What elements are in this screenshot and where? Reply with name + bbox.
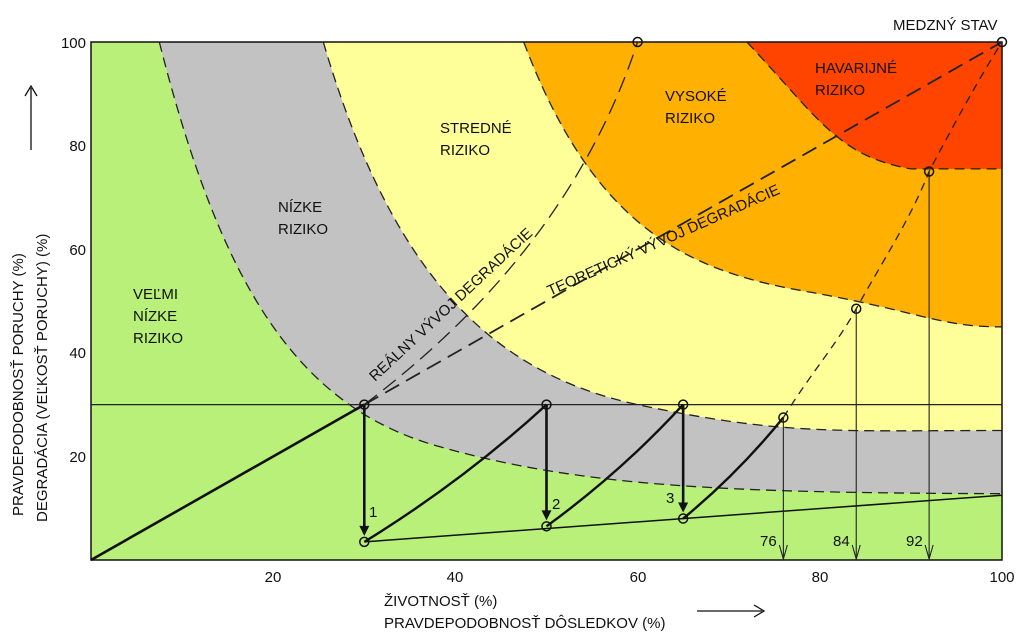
x-axis-title-2: PRAVDEPODOBNOSŤ DÔSLEDKOV (%) [384,615,665,632]
plot-frame [90,41,1003,561]
x-tick-100: 100 [989,569,1014,586]
maintenance-arrowhead-2 [541,510,552,521]
projection-label-92: 92 [906,533,923,550]
boundary-medium [322,42,1002,432]
marker-projection-84 [850,303,862,315]
zone-label-very-low-3: RIZIKO [133,330,183,347]
zone-label-very-low-1: VEĽMI [133,286,178,303]
zone-label-very-low-2: NÍZKE [133,308,177,325]
saw-curve-2 [545,403,684,528]
zone-label-high-2: RIZIKO [665,110,715,127]
projection-arrowhead-92 [924,544,934,562]
marker-top-3 [677,399,689,410]
projection-arrows [778,171,934,562]
initial-degradation-line [90,403,365,562]
maintenance-arrowhead-3 [678,502,689,513]
y-axis-arrow [24,84,38,150]
marker-end-1 [632,36,643,48]
x-tick-80: 80 [812,569,829,586]
boundary-high [523,42,1002,328]
x-axis-title-1: ŽIVOTNOSŤ (%) [384,593,497,610]
maintenance-arrowhead-1 [359,525,370,536]
projection-label-84: 84 [833,533,850,550]
marker-projection-76 [778,412,789,423]
zone-critical [746,42,1002,169]
zone-label-medium-2: RIZIKO [440,142,490,159]
projection-label-76: 76 [760,533,777,550]
x-tick-20: 20 [265,569,282,586]
marker-top-2 [541,399,552,410]
x-axis-arrow [697,604,766,618]
marker-bottom-3 [677,513,689,524]
zone-label-medium-1: STREDNÉ [440,120,512,137]
zone-label-critical-1: HAVARIJNÉ [815,60,897,77]
zone-label-high-1: VYSOKÉ [665,88,727,105]
marker-end-2 [996,36,1008,48]
x-tick-60: 60 [630,569,647,586]
boundary-critical [746,42,1002,170]
maintenance-arrows [359,404,689,536]
saw-curve-3 [682,416,785,520]
marker-projection-92 [923,166,935,177]
projection-curve [782,41,1003,418]
maintenance-label-2: 2 [552,496,560,513]
boundary-low [158,42,1002,495]
zone-label-low-1: NÍZKE [278,199,322,216]
corner-label: MEDZNÝ STAV [893,17,997,34]
real-degradation-curve [363,41,639,406]
y-tick-100: 100 [61,35,86,52]
maintenance-label-1: 1 [369,504,377,521]
zone-label-low-2: RIZIKO [278,221,328,238]
saw-curve-1 [363,403,548,543]
projection-arrowhead-84 [851,544,861,562]
y-tick-60: 60 [69,242,86,259]
projection-arrowhead-76 [778,544,788,562]
marker-bottom-1 [359,536,370,548]
y-axis-title-1: PRAVDEPODOBNOSŤ PORUCHY (%) [10,253,27,516]
y-tick-20: 20 [69,449,86,466]
point-markers [359,36,1008,548]
maintenance-label-3: 3 [666,490,674,507]
y-axis-title-2: DEGRADÁCIA (VEĽKOSŤ PORUCHY) (%) [34,234,51,522]
marker-bottom-2 [541,521,552,532]
x-tick-40: 40 [447,569,464,586]
theoretical-degradation-line [363,41,1003,406]
y-tick-40: 40 [69,345,86,362]
y-tick-80: 80 [69,138,86,155]
marker-top-1 [359,399,370,410]
zone-label-critical-2: RIZIKO [815,82,865,99]
